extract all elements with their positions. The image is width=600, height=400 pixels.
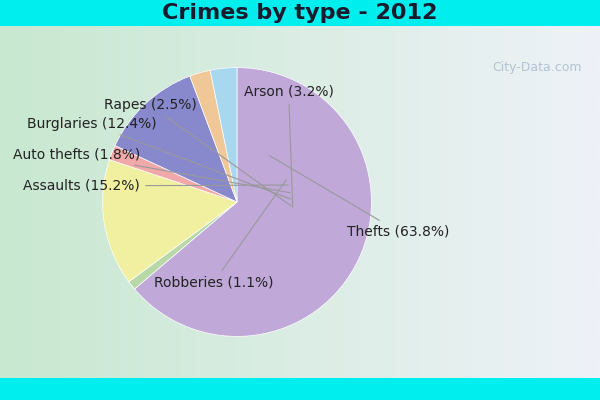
Text: Rapes (2.5%): Rapes (2.5%) xyxy=(104,98,291,206)
Text: Assaults (15.2%): Assaults (15.2%) xyxy=(23,179,288,193)
Text: Arson (3.2%): Arson (3.2%) xyxy=(244,85,334,208)
Text: Crimes by type - 2012: Crimes by type - 2012 xyxy=(163,3,437,23)
Text: Auto thefts (1.8%): Auto thefts (1.8%) xyxy=(13,148,290,193)
Text: Thefts (63.8%): Thefts (63.8%) xyxy=(269,156,449,238)
Wedge shape xyxy=(109,146,237,202)
Wedge shape xyxy=(115,76,237,202)
Text: Burglaries (12.4%): Burglaries (12.4%) xyxy=(27,117,291,199)
Wedge shape xyxy=(134,68,371,336)
Wedge shape xyxy=(129,202,237,289)
Wedge shape xyxy=(210,68,237,202)
Wedge shape xyxy=(190,70,237,202)
Text: City-Data.com: City-Data.com xyxy=(493,61,582,74)
Text: Robberies (1.1%): Robberies (1.1%) xyxy=(154,180,286,290)
Wedge shape xyxy=(103,160,237,282)
